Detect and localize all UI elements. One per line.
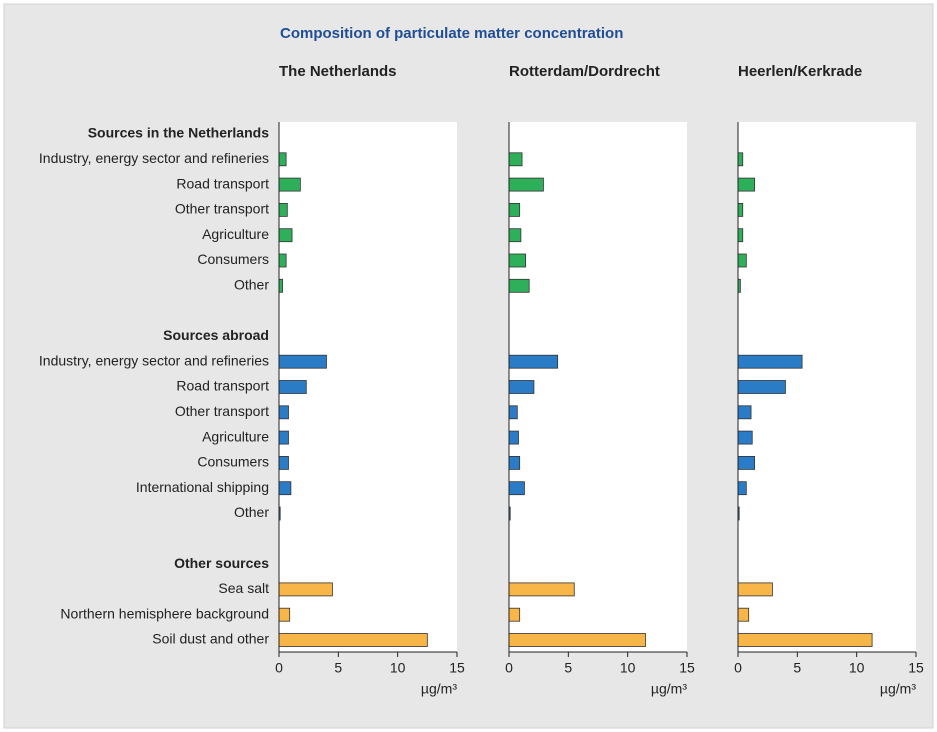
category-label: Road transport	[176, 175, 269, 191]
bar	[737, 455, 756, 470]
bar	[508, 455, 521, 470]
bar	[278, 430, 289, 445]
bar	[737, 228, 744, 243]
group-header: Sources in the Netherlands	[88, 125, 269, 141]
category-label: Other	[234, 504, 269, 520]
category-label: Other transport	[175, 403, 269, 419]
bar	[278, 380, 307, 394]
bar	[278, 152, 287, 167]
x-tick-label: 15	[679, 660, 695, 676]
bar	[508, 481, 525, 496]
category-label: Industry, energy sector and refineries	[39, 150, 269, 166]
bar	[737, 582, 773, 597]
group-header: Sources abroad	[163, 327, 269, 343]
category-label: Agriculture	[202, 226, 269, 242]
panel-title: Rotterdam/Dordrecht	[509, 63, 660, 80]
category-label: Northern hemisphere background	[60, 605, 269, 621]
bar	[278, 633, 428, 647]
x-tick-label: 15	[449, 660, 465, 676]
bar	[508, 582, 575, 597]
x-tick-label: 10	[390, 660, 406, 676]
panel-title: The Netherlands	[279, 63, 397, 80]
bar	[737, 607, 750, 622]
bar	[737, 152, 744, 167]
bar	[278, 455, 289, 470]
bar	[508, 228, 522, 243]
x-tick-label: 0	[734, 660, 742, 676]
category-label: Industry, energy sector and refineries	[39, 352, 269, 368]
category-label: Other transport	[175, 201, 269, 217]
panel-title: Heerlen/Kerkrade	[738, 63, 862, 80]
bar	[737, 481, 747, 496]
x-tick-label: 5	[334, 660, 342, 676]
x-axis-label: µg/m³	[651, 681, 687, 697]
bar	[278, 202, 288, 217]
x-tick-label: 5	[564, 660, 572, 676]
bar	[278, 228, 293, 243]
bar	[278, 253, 287, 268]
x-tick-label: 0	[505, 660, 513, 676]
bar	[278, 405, 289, 420]
bar	[278, 607, 291, 622]
bar	[737, 430, 753, 445]
category-label: Consumers	[197, 454, 269, 470]
bar	[278, 177, 301, 192]
bar	[737, 405, 752, 420]
x-tick-label: 10	[620, 660, 636, 676]
category-label: Consumers	[197, 251, 269, 267]
plot-area	[279, 122, 457, 652]
bar	[508, 152, 523, 167]
bar	[508, 253, 527, 268]
bar	[278, 582, 333, 597]
bar	[278, 481, 292, 496]
bar	[737, 354, 803, 369]
x-tick-label: 10	[849, 660, 865, 676]
bar	[737, 253, 747, 268]
category-label: Sea salt	[218, 580, 269, 596]
bar	[278, 278, 283, 293]
x-axis-label: µg/m³	[421, 681, 457, 697]
x-tick-label: 15	[908, 660, 924, 676]
bar	[737, 380, 786, 394]
x-tick-label: 0	[275, 660, 283, 676]
category-label: Road transport	[176, 378, 269, 394]
group-header: Other sources	[174, 555, 269, 571]
bar	[508, 202, 521, 217]
category-label: Soil dust and other	[152, 631, 269, 647]
plot-area	[509, 122, 687, 652]
category-label: International shipping	[136, 479, 269, 495]
bar	[508, 354, 559, 369]
chart-title: Composition of particulate matter concen…	[280, 25, 623, 42]
bar	[508, 430, 519, 445]
bar	[508, 607, 521, 622]
bar	[737, 633, 873, 647]
bar	[508, 278, 530, 293]
x-tick-label: 5	[793, 660, 801, 676]
x-axis-label: µg/m³	[880, 681, 916, 697]
bar	[508, 380, 535, 394]
bar	[737, 177, 756, 192]
category-label: Agriculture	[202, 428, 269, 444]
bar	[278, 354, 327, 369]
bar	[508, 177, 544, 192]
bar	[737, 202, 744, 217]
bar	[508, 633, 646, 647]
bar	[508, 405, 518, 420]
category-label: Other	[234, 277, 269, 293]
